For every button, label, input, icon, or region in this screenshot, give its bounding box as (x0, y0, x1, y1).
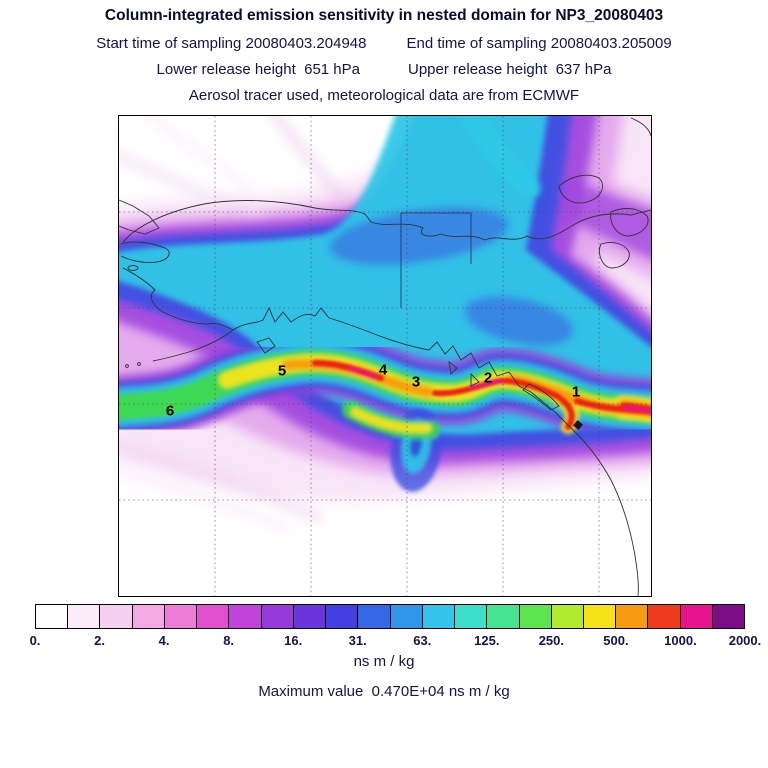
colorbar-segment (487, 605, 520, 628)
plume-map-svg (119, 116, 651, 596)
colorbar-segment (455, 605, 488, 628)
colorbar-segment (229, 605, 262, 628)
colorbar-segment (164, 605, 198, 628)
colorbar-tick-label: 2. (94, 633, 105, 648)
colorbar-tick-label: 500. (603, 633, 629, 648)
colorbar-segment (551, 605, 584, 628)
tracer-info-line: Aerosol tracer used, meteorological data… (188, 87, 580, 104)
colorbar-segment (293, 605, 327, 628)
colorbar-segment (358, 605, 391, 628)
colorbar-segment (197, 605, 230, 628)
colorbar-segment (680, 605, 713, 628)
colorbar-segment (390, 605, 423, 628)
colorbar-tick-label: 0. (29, 633, 41, 648)
arc-band-red-magenta (312, 360, 651, 430)
colorbar-tick-label: 63. (413, 633, 432, 648)
colorbar-tick-label: 2000. (728, 633, 762, 648)
colorbar-segment (519, 605, 552, 628)
release-height-line: Lower release height 651 hPa Upper relea… (0, 60, 768, 80)
plume-inner-blue-accents (329, 207, 573, 346)
colorbar-ticks: 0. 2. 4. 8. 16. 31. 63. 125. 250. 500. 1000. 2000. (30, 633, 762, 649)
colorbar (35, 604, 745, 629)
colorbar-segment (261, 605, 294, 628)
colorbar-units-label: ns m / kg (353, 653, 415, 670)
coastlines (119, 117, 651, 596)
colorbar-tick-label: 250. (538, 633, 565, 648)
colorbar-segment (68, 605, 101, 628)
colorbar-segment (100, 605, 133, 628)
end-time-label: End time of sampling 20080403.205009 (406, 35, 672, 52)
start-time-label: Start time of sampling 20080403.204948 (96, 35, 367, 52)
colorbar-tick-label: 125. (474, 633, 500, 648)
colorbar-segment (648, 605, 681, 628)
nest-boundary (400, 212, 472, 308)
colorbar-tick-label: 1000. (664, 633, 697, 648)
colorbar-tick-label: 8. (223, 633, 235, 648)
colorbar-segment (422, 605, 456, 628)
upper-release-label: Upper release height 637 hPa (408, 61, 612, 78)
gridlines (119, 116, 651, 596)
max-value-label: Maximum value 0.470E+04 ns m / kg (258, 683, 510, 700)
sampling-time-line: Start time of sampling 20080403.204948 E… (0, 34, 768, 54)
colorbar-segment (616, 605, 649, 628)
colorbar-segment (326, 605, 359, 628)
colorbar-segment (36, 605, 69, 628)
colorbar-tick-label: 4. (158, 633, 170, 648)
lower-release-label: Lower release height 651 hPa (156, 61, 360, 78)
colorbar-segment (712, 605, 745, 628)
colorbar-segment (132, 605, 165, 628)
colorbar-segment (583, 605, 617, 628)
page-title: Column-integrated emission sensitivity i… (104, 7, 664, 24)
colorbar-tick-label: 31. (348, 633, 367, 648)
colorbar-tick-label: 16. (284, 633, 303, 648)
